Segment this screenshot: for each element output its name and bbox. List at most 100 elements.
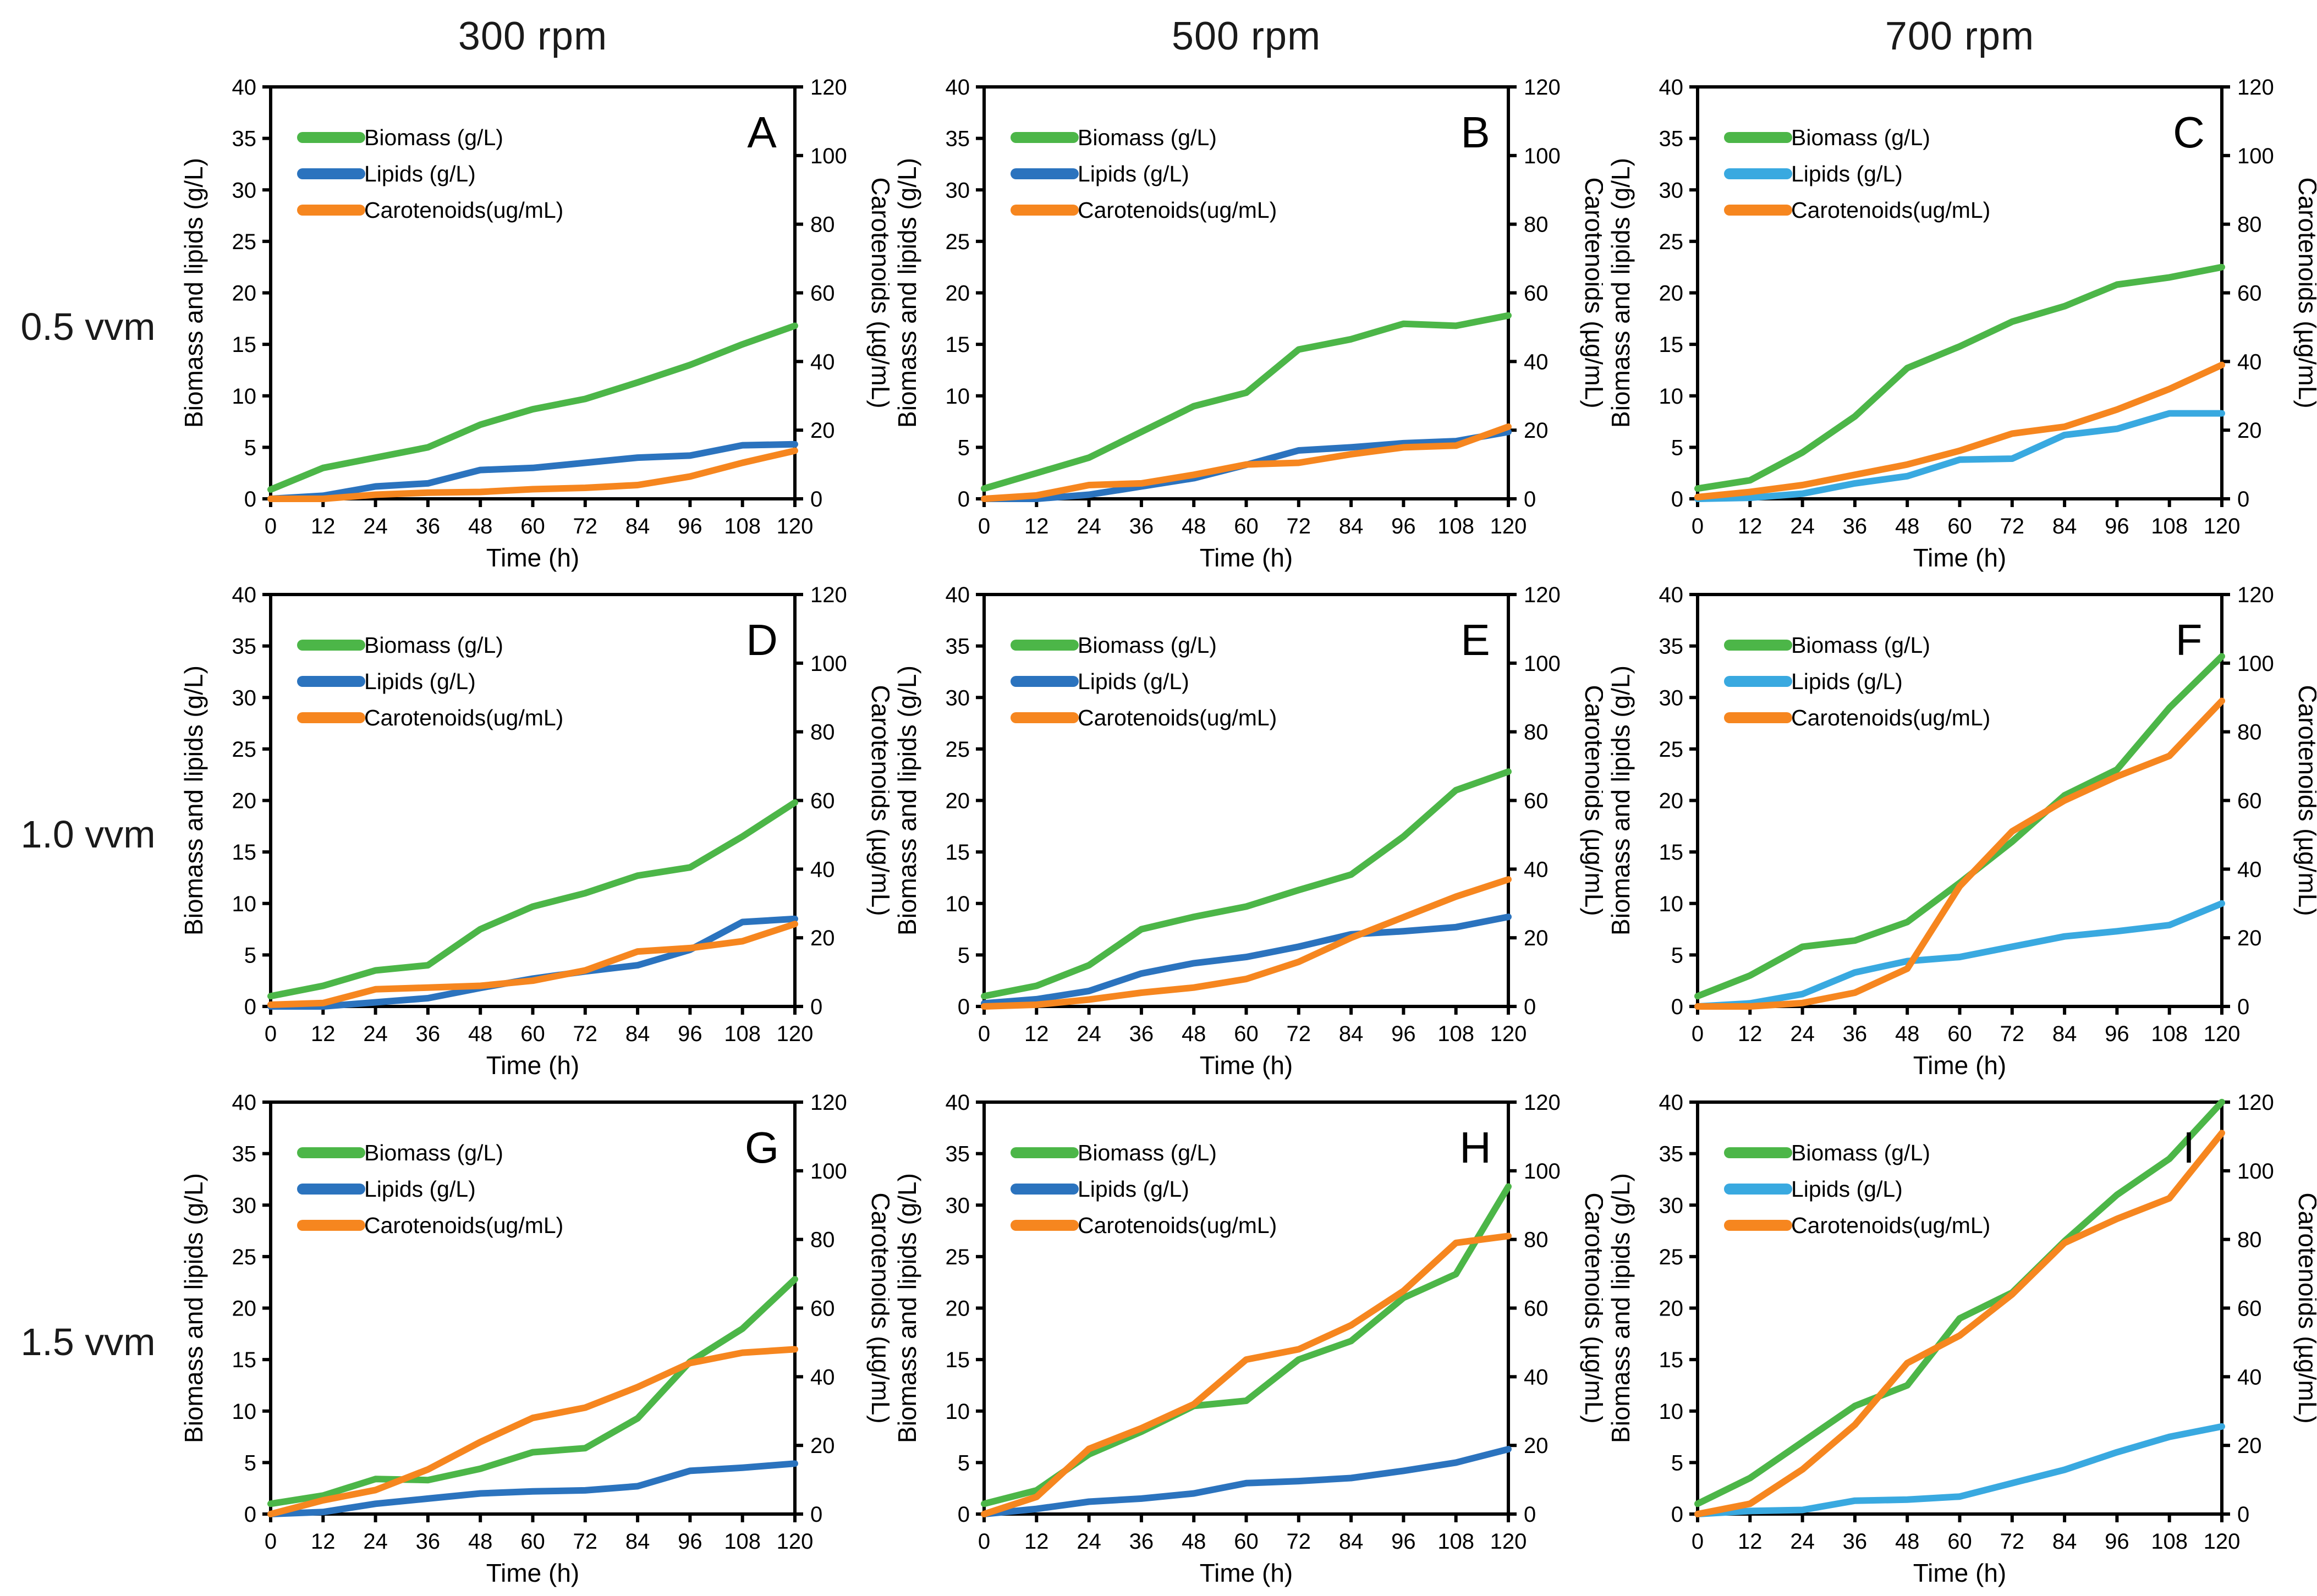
y-left-tick-label: 5 xyxy=(244,943,256,967)
y-right-tick-label: 120 xyxy=(1524,75,1561,100)
panel-letter: E xyxy=(1461,615,1490,664)
x-tick-label: 96 xyxy=(1391,1022,1416,1046)
chart-panel-b: 0 12 24 36 48 60 72 84 96 108 120 0 5 10 15 20 25 30 35 40 0… xyxy=(890,73,1603,580)
legend-label: Carotenoids(ug/mL) xyxy=(364,1213,563,1238)
x-axis-title: Time (h) xyxy=(1913,1559,2007,1587)
y-right-tick-label: 60 xyxy=(810,1297,835,1321)
y-left-tick-label: 25 xyxy=(1659,738,1684,762)
series-line xyxy=(1694,361,2225,500)
legend-label: Biomass (g/L) xyxy=(364,125,503,150)
y-left-tick-label: 0 xyxy=(958,995,970,1019)
x-tick-label: 48 xyxy=(468,1529,493,1554)
y-right-tick-label: 20 xyxy=(810,926,835,950)
x-tick-label: 96 xyxy=(678,1022,702,1046)
x-tick-label: 0 xyxy=(1692,1529,1704,1554)
x-tick-label: 36 xyxy=(1129,514,1154,538)
y-left-tick-label: 35 xyxy=(1659,127,1684,151)
x-tick-label: 72 xyxy=(573,514,598,538)
y-left-tick-label: 30 xyxy=(946,686,970,710)
y-left-tick-label: 25 xyxy=(946,738,970,762)
x-tick-label: 60 xyxy=(1234,514,1259,538)
legend-label: Biomass (g/L) xyxy=(1791,632,1930,658)
x-tick-label: 60 xyxy=(520,1022,545,1046)
x-tick-label: 0 xyxy=(978,1529,990,1554)
y-left-tick-label: 30 xyxy=(1659,686,1684,710)
x-tick-label: 60 xyxy=(1947,514,1972,538)
y-left-tick-label: 0 xyxy=(1671,1503,1683,1527)
y-left-axis-title: Biomass and lipids (g/L) xyxy=(179,665,208,935)
legend-label: Lipids (g/L) xyxy=(1791,669,1903,694)
x-tick-label: 36 xyxy=(416,514,441,538)
y-right-tick-label: 40 xyxy=(1524,350,1549,374)
y-left-tick-label: 25 xyxy=(946,230,970,254)
x-tick-label: 84 xyxy=(2052,514,2077,538)
x-tick-label: 96 xyxy=(2105,1529,2129,1554)
y-right-tick-label: 100 xyxy=(2237,1159,2274,1184)
legend-label: Lipids (g/L) xyxy=(1078,1176,1189,1202)
legend-label: Lipids (g/L) xyxy=(1791,161,1903,186)
y-left-tick-label: 35 xyxy=(1659,635,1684,659)
y-left-axis-title: Biomass and lipids (g/L) xyxy=(1606,1173,1635,1443)
y-right-tick-label: 80 xyxy=(810,213,835,237)
x-tick-label: 108 xyxy=(2151,1529,2188,1554)
panel-letter: I xyxy=(2183,1123,2195,1172)
x-tick-label: 24 xyxy=(363,1022,388,1046)
x-tick-label: 60 xyxy=(1947,1529,1972,1554)
x-tick-label: 12 xyxy=(1024,1022,1049,1046)
y-left-tick-label: 15 xyxy=(232,840,257,865)
x-tick-label: 120 xyxy=(1490,1022,1527,1046)
y-left-tick-label: 30 xyxy=(232,686,257,710)
x-tick-label: 120 xyxy=(777,1529,814,1554)
x-tick-label: 96 xyxy=(1391,514,1416,538)
x-tick-label: 48 xyxy=(468,514,493,538)
y-left-tick-label: 5 xyxy=(958,943,970,967)
legend-label: Lipids (g/L) xyxy=(364,1176,476,1202)
x-tick-label: 108 xyxy=(2151,1022,2188,1046)
x-tick-label: 12 xyxy=(1024,1529,1049,1554)
y-left-tick-label: 35 xyxy=(946,635,970,659)
y-left-tick-label: 35 xyxy=(232,1142,257,1166)
y-left-tick-label: 25 xyxy=(946,1245,970,1269)
y-right-tick-label: 60 xyxy=(2237,282,2262,306)
y-left-tick-label: 35 xyxy=(946,127,970,151)
y-left-tick-label: 0 xyxy=(244,1503,256,1527)
x-tick-label: 72 xyxy=(2000,1529,2025,1554)
series-line xyxy=(267,1276,798,1507)
panel-letter: B xyxy=(1461,108,1490,157)
chart-panel-g: 0 12 24 36 48 60 72 84 96 108 120 0 5 10 15 20 25 30 35 40 0… xyxy=(176,1088,890,1595)
x-tick-label: 48 xyxy=(1182,514,1206,538)
column-header-700rpm: 700 rpm xyxy=(1885,14,2035,58)
series-line xyxy=(267,1346,798,1517)
y-right-tick-label: 120 xyxy=(1524,1091,1561,1115)
y-left-axis-title: Biomass and lipids (g/L) xyxy=(893,665,921,935)
x-tick-label: 48 xyxy=(1182,1529,1206,1554)
chart-g-canvas: 0 12 24 36 48 60 72 84 96 108 12005101520253035400… xyxy=(179,1091,890,1587)
chart-panel-h: 0 12 24 36 48 60 72 84 96 108 120 0 5 10 15 20 25 30 35 40 0… xyxy=(890,1088,1603,1595)
y-right-tick-label: 100 xyxy=(810,1159,847,1184)
series-line xyxy=(267,447,798,502)
chart-panel-i: 0 12 24 36 48 60 72 84 96 108 120 0 5 10 15 20 25 30 35 40 0… xyxy=(1603,1088,2316,1595)
x-tick-label: 36 xyxy=(1129,1529,1154,1554)
y-left-tick-label: 20 xyxy=(1659,1297,1684,1321)
chart-i-canvas: 0 12 24 36 48 60 72 84 96 108 12005101520253035400… xyxy=(1606,1091,2316,1587)
column-header-500rpm: 500 rpm xyxy=(1171,14,1321,58)
y-left-tick-label: 20 xyxy=(232,1297,257,1321)
y-left-tick-label: 25 xyxy=(232,738,257,762)
x-tick-label: 108 xyxy=(2151,514,2188,538)
y-left-tick-label: 0 xyxy=(244,487,256,511)
x-tick-label: 96 xyxy=(2105,514,2129,538)
y-left-tick-label: 0 xyxy=(1671,487,1683,511)
y-left-tick-label: 35 xyxy=(946,1142,970,1166)
y-right-tick-label: 120 xyxy=(810,583,847,607)
y-right-tick-label: 100 xyxy=(2237,144,2274,168)
y-right-tick-label: 20 xyxy=(2237,1434,2262,1458)
y-left-tick-label: 40 xyxy=(232,1091,257,1115)
chart-f-canvas: 0 12 24 36 48 60 72 84 96 108 120 0 5 10 15 20 25 30 35 40 0… xyxy=(1606,583,2316,1080)
y-right-tick-label: 20 xyxy=(2237,926,2262,950)
y-left-axis-title: Biomass and lipids (g/L) xyxy=(893,158,921,428)
series-line xyxy=(1694,1099,2225,1507)
x-tick-label: 96 xyxy=(678,1529,702,1554)
y-right-tick-label: 0 xyxy=(2237,995,2249,1019)
y-right-tick-label: 60 xyxy=(1524,1297,1549,1321)
x-tick-label: 72 xyxy=(2000,514,2025,538)
